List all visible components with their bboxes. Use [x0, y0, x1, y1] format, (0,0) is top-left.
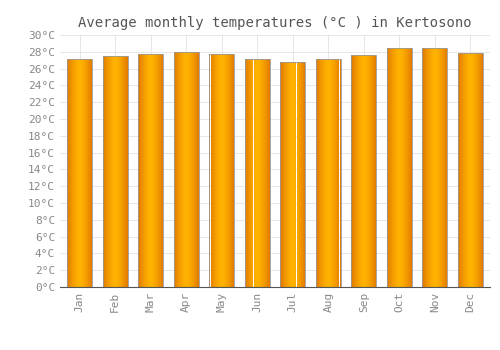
Bar [387, 48, 412, 287]
Bar [316, 60, 340, 287]
Bar [280, 62, 305, 287]
Bar [245, 60, 270, 287]
Bar [102, 56, 128, 287]
Title: Average monthly temperatures (°C ) in Kertosono: Average monthly temperatures (°C ) in Ke… [78, 16, 472, 30]
Bar [174, 52, 199, 287]
Bar [352, 55, 376, 287]
Bar [458, 52, 483, 287]
Bar [138, 54, 163, 287]
Bar [67, 58, 92, 287]
Bar [210, 54, 234, 287]
Bar [422, 48, 448, 287]
